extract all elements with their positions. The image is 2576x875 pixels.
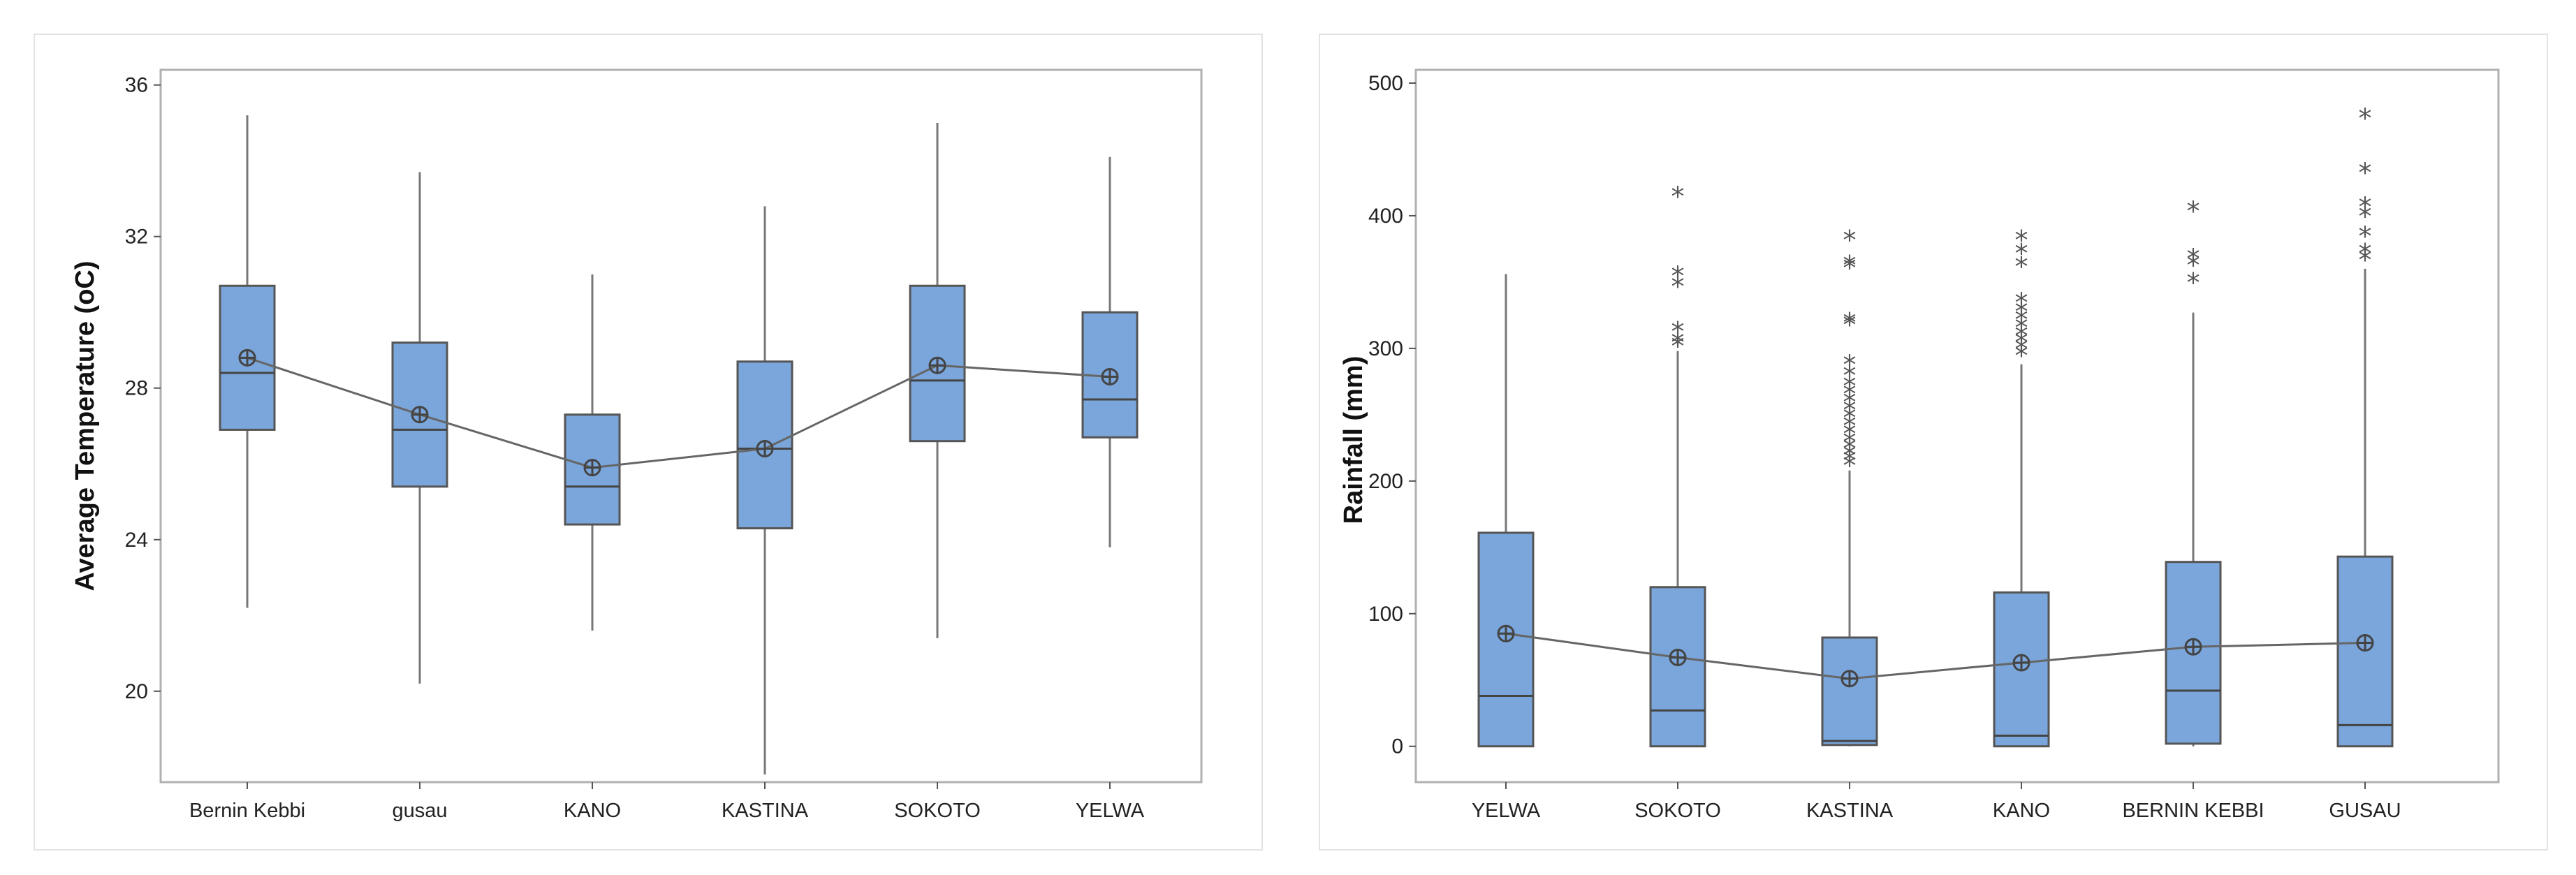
x-tick-label: KASTINA bbox=[1806, 800, 1894, 822]
y-tick-label: 500 bbox=[1368, 72, 1403, 95]
outlier-point: * bbox=[2015, 297, 2028, 328]
outlier-point: * bbox=[2187, 244, 2200, 274]
mean-marker bbox=[2012, 654, 2030, 672]
outlier-point: * bbox=[1843, 307, 1857, 338]
outlier-point: * bbox=[2015, 287, 2028, 318]
outlier-point: * bbox=[1843, 371, 1857, 402]
y-tick-label: 300 bbox=[1368, 337, 1403, 360]
y-tick-label: 20 bbox=[125, 680, 148, 703]
mean-marker bbox=[1840, 670, 1859, 688]
outlier-point: * bbox=[2359, 157, 2372, 188]
outlier-point: * bbox=[1671, 327, 1685, 358]
outlier-point: * bbox=[1843, 250, 1857, 281]
outlier-point: * bbox=[2015, 334, 2028, 365]
outlier-point: * bbox=[1843, 310, 1857, 341]
y-tick-label: 28 bbox=[125, 377, 148, 400]
outlier-point: * bbox=[1843, 440, 1857, 471]
y-tick-label: 0 bbox=[1391, 735, 1403, 758]
outlier-point: * bbox=[1843, 427, 1857, 457]
outlier-point: * bbox=[1843, 225, 1857, 256]
mean-marker bbox=[411, 406, 429, 424]
rainfall-chart-panel: 0 100 200 300 400 500 YELWA SOKOTO * * * * * * KASTINA… bbox=[1319, 34, 2548, 851]
outlier-point: * bbox=[2015, 225, 2028, 256]
outlier-point: * bbox=[2187, 267, 2200, 298]
x-tick-label: GUSAU bbox=[2329, 800, 2401, 822]
y-axis-label: Average Temperature (oC) bbox=[71, 260, 100, 591]
outlier-point: * bbox=[1843, 387, 1857, 418]
outlier-point: * bbox=[1843, 360, 1857, 391]
plot-area-frame bbox=[159, 68, 1203, 784]
mean-marker bbox=[1669, 648, 1687, 666]
outlier-point: * bbox=[2015, 312, 2028, 343]
outlier-point: * bbox=[2015, 321, 2028, 351]
outlier-point: * bbox=[1843, 403, 1857, 434]
outlier-point: * bbox=[2187, 196, 2200, 226]
outlier-point: * bbox=[2359, 103, 2372, 133]
outlier-point: * bbox=[2015, 238, 2028, 269]
outlier-point: * bbox=[1671, 272, 1685, 302]
mean-marker bbox=[1497, 624, 1515, 642]
outlier-point: * bbox=[1843, 253, 1857, 284]
outlier-point: * bbox=[1671, 181, 1685, 212]
outlier-point: * bbox=[1843, 350, 1857, 381]
mean-connect-line bbox=[247, 356, 1111, 469]
y-tick-label: 24 bbox=[125, 529, 148, 552]
temperature-boxplot: 20 24 28 32 36 Bernin Kebbi gusau KANO KASTINA SO… bbox=[71, 68, 1203, 822]
outlier-point: * bbox=[1843, 411, 1857, 441]
mean-marker bbox=[2356, 634, 2374, 652]
outlier-point: * bbox=[1671, 260, 1685, 291]
outlier-point: * bbox=[2359, 192, 2372, 223]
mean-marker bbox=[756, 440, 774, 458]
x-tick-label: KANO bbox=[564, 800, 621, 822]
mean-marker bbox=[238, 348, 256, 367]
x-tick-label: YELWA bbox=[1076, 800, 1145, 822]
outlier-point: * bbox=[2015, 251, 2028, 282]
x-tick-label: SOKOTO bbox=[894, 800, 981, 822]
mean-marker bbox=[583, 459, 601, 477]
box-iqr bbox=[1649, 586, 1706, 748]
outlier-point: * bbox=[2359, 245, 2372, 276]
y-tick-label: 200 bbox=[1368, 470, 1403, 493]
box-iqr bbox=[1821, 636, 1878, 747]
outlier-point: * bbox=[1843, 395, 1857, 425]
x-tick-label: KANO bbox=[1993, 800, 2050, 822]
mean-marker bbox=[2184, 638, 2202, 656]
x-tick-label: KASTINA bbox=[722, 800, 809, 822]
x-tick-label: gusau bbox=[392, 800, 447, 822]
outlier-point: * bbox=[1843, 378, 1857, 409]
plot-area-frame bbox=[1414, 68, 2500, 784]
y-tick-label: 32 bbox=[125, 226, 148, 249]
mean-connect-line bbox=[1505, 632, 2366, 680]
mean-marker bbox=[1101, 367, 1119, 385]
y-tick-label: 400 bbox=[1368, 205, 1403, 228]
outlier-point: * bbox=[1843, 418, 1857, 449]
y-axis-label: Rainfall (mm) bbox=[1339, 356, 1368, 524]
y-tick-label: 100 bbox=[1368, 603, 1403, 626]
outlier-point: * bbox=[2359, 238, 2372, 269]
x-tick-label: Bernin Kebbi bbox=[189, 800, 305, 822]
mean-marker bbox=[928, 356, 946, 374]
outlier-point: * bbox=[1671, 316, 1685, 347]
outlier-point: * bbox=[2187, 250, 2200, 281]
x-tick-label: BERNIN KEBBI bbox=[2122, 800, 2264, 822]
outlier-point: * bbox=[2359, 201, 2372, 232]
outlier-point: * bbox=[2359, 221, 2372, 251]
y-tick-label: 36 bbox=[125, 74, 148, 97]
x-tick-label: SOKOTO bbox=[1634, 800, 1721, 822]
outlier-point: * bbox=[1843, 445, 1857, 476]
outlier-point: * bbox=[2015, 340, 2028, 371]
temperature-chart-panel: 20 24 28 32 36 Bernin Kebbi gusau KANO KASTINA SO… bbox=[34, 34, 1263, 851]
outlier-point: * bbox=[2015, 304, 2028, 335]
outlier-point: * bbox=[2015, 327, 2028, 358]
outlier-point: * bbox=[1671, 331, 1685, 362]
x-tick-label: YELWA bbox=[1472, 800, 1541, 822]
outlier-point: * bbox=[1843, 433, 1857, 464]
outlier-point: * bbox=[1843, 450, 1857, 481]
